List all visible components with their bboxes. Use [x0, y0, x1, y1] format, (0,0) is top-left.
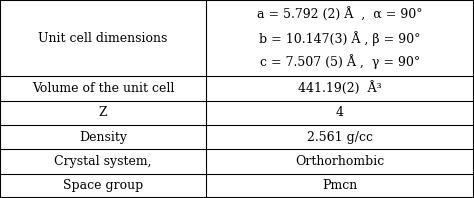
- Text: Pmcn: Pmcn: [322, 179, 358, 192]
- Text: c = 7.507 (5) Å ,  γ = 90°: c = 7.507 (5) Å , γ = 90°: [260, 54, 420, 69]
- Text: Crystal system,: Crystal system,: [55, 155, 152, 168]
- Text: Orthorhombic: Orthorhombic: [295, 155, 385, 168]
- Text: 441.19(2)  Å³: 441.19(2) Å³: [298, 81, 382, 95]
- Text: a = 5.792 (2) Å  ,  α = 90°: a = 5.792 (2) Å , α = 90°: [257, 8, 423, 22]
- Text: Z: Z: [99, 106, 108, 119]
- Text: Unit cell dimensions: Unit cell dimensions: [38, 32, 168, 45]
- Text: 2.561 g/cc: 2.561 g/cc: [307, 131, 373, 144]
- Text: Density: Density: [79, 131, 127, 144]
- Text: Volume of the unit cell: Volume of the unit cell: [32, 82, 174, 95]
- Text: 4: 4: [336, 106, 344, 119]
- Text: Space group: Space group: [63, 179, 143, 192]
- Text: b = 10.147(3) Å , β = 90°: b = 10.147(3) Å , β = 90°: [259, 31, 421, 46]
